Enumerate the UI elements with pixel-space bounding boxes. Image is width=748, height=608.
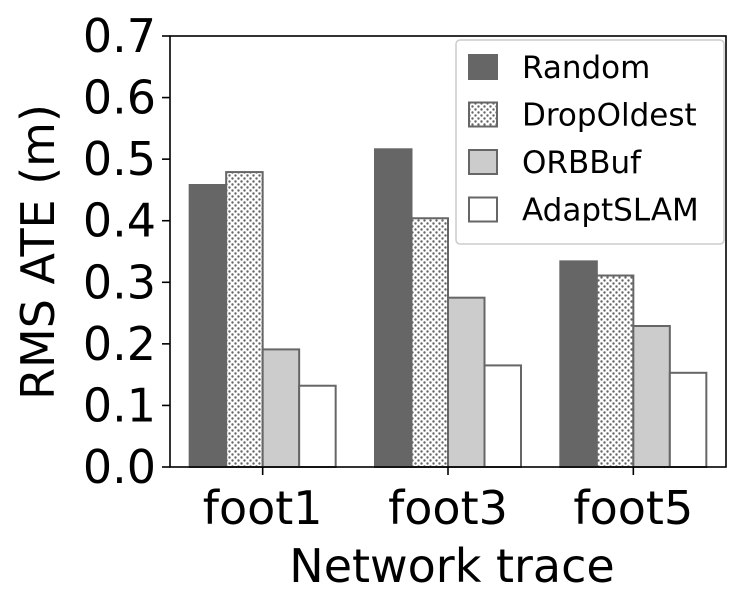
bar-random-foot5	[559, 260, 598, 469]
x-tick-label: foot5	[573, 481, 693, 535]
y-tick-label: 0.5	[83, 132, 156, 186]
bar-random-foot1	[188, 184, 228, 468]
y-tick-label: 0.3	[83, 255, 156, 309]
bar-random-foot3	[374, 148, 413, 468]
bar-adaptslam-foot5	[668, 371, 708, 468]
x-axis-label: Network trace	[289, 539, 614, 593]
legend-box	[455, 39, 725, 245]
axes-layer: 0.0 0.1 0.2 0.3 0.4 0.5 0.6 0.7 foot1 foot3 foot5	[83, 9, 727, 535]
bar-adaptslam-foot3	[483, 364, 522, 468]
legend: Random DropOldest ORBBuf AdaptSLAM	[455, 39, 725, 245]
bar-adaptslam-foot1	[298, 384, 337, 468]
bar-dropoldest-foot3	[410, 217, 449, 468]
legend-swatch-orbbuf	[468, 149, 498, 175]
y-tick-label: 0.1	[83, 378, 156, 432]
legend-label-dropoldest: DropOldest	[522, 98, 697, 134]
legend-label-orbbuf: ORBBuf	[522, 145, 642, 181]
bar-orbbuf-foot5	[632, 325, 671, 468]
y-tick-label: 0.2	[83, 317, 156, 371]
bar-orbbuf-foot3	[447, 296, 486, 468]
legend-label-adaptslam: AdaptSLAM	[522, 193, 699, 229]
x-tick-label: foot1	[203, 481, 323, 535]
bar-dropoldest-foot5	[595, 274, 635, 468]
legend-swatch-adaptslam	[468, 196, 498, 223]
y-tick-label: 0.6	[83, 71, 156, 125]
bar-dropoldest-foot1	[225, 171, 264, 469]
y-tick-label: 0.4	[83, 194, 156, 248]
legend-label-random: Random	[522, 50, 650, 86]
legend-swatch-dropoldest	[468, 101, 498, 128]
y-tick-label: 0.7	[83, 9, 156, 63]
y-tick-label: 0.0	[83, 440, 156, 494]
bar-orbbuf-foot1	[261, 348, 301, 468]
x-tick-label: foot3	[388, 481, 508, 535]
bars-layer	[188, 148, 708, 469]
y-axis-label: RMS ATE (m)	[11, 104, 65, 400]
legend-swatch-random	[468, 54, 498, 80]
